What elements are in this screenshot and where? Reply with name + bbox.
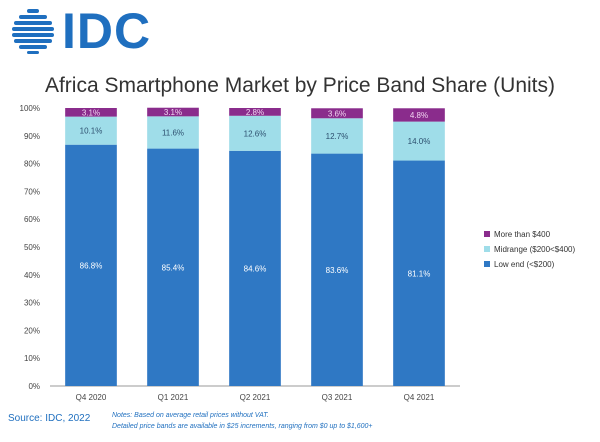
data-label: 3.1% [164, 108, 182, 117]
y-tick-label: 80% [24, 160, 40, 169]
stacked-bar-chart: 0% 10% 20% 30% 40% 50% 60% 70% 80% 90% 100% 86.8% 10… [20, 104, 576, 402]
bar-segment [229, 108, 281, 116]
data-label: 3.6% [328, 109, 346, 118]
bar-segment [229, 150, 281, 386]
x-tick-label: Q3 2021 [322, 393, 353, 402]
legend-label: More than $400 [494, 230, 551, 239]
data-label: 85.4% [162, 263, 185, 272]
x-tick-label: Q4 2020 [76, 393, 107, 402]
y-tick-label: 50% [24, 243, 40, 252]
data-label: 12.6% [244, 129, 267, 138]
x-tick-label: Q4 2021 [404, 393, 435, 402]
y-tick-label: 90% [24, 132, 40, 141]
legend-label: Low end (<$200) [494, 260, 555, 269]
data-label: 83.6% [326, 266, 349, 275]
y-tick-label: 70% [24, 187, 40, 196]
data-label: 14.0% [408, 137, 431, 146]
globe-icon [12, 9, 54, 54]
bar-segment [393, 121, 445, 161]
source-note: Source: IDC, 2022 [8, 413, 91, 424]
x-tick-label: Q2 2021 [240, 393, 271, 402]
chart-title: Africa Smartphone Market by Price Band S… [44, 74, 556, 97]
notes-line-1: Notes: Based on average retail prices wi… [112, 412, 269, 419]
bar-segment [393, 108, 445, 122]
bar-segment [147, 116, 199, 149]
legend-swatch [484, 231, 490, 237]
data-label: 86.8% [80, 261, 103, 270]
bar-segment [65, 144, 117, 386]
notes: Notes: Based on average retail prices wi… [112, 410, 373, 432]
legend-swatch [484, 246, 490, 252]
y-tick-label: 10% [24, 354, 40, 363]
y-tick-label: 60% [24, 215, 40, 224]
notes-line-2: Detailed price bands are available in $2… [112, 423, 373, 430]
y-tick-label: 40% [24, 271, 40, 280]
bar-segment [311, 108, 363, 119]
data-label: 2.8% [246, 108, 264, 117]
legend-label: Midrange ($200<$400) [494, 245, 576, 254]
data-label: 3.1% [82, 108, 100, 117]
bar-segment [147, 107, 199, 117]
logo-text: IDC [62, 3, 152, 59]
data-label: 12.7% [326, 132, 349, 141]
idc-logo: IDC [8, 6, 151, 56]
bar-segment [65, 116, 117, 145]
bar-segment [311, 118, 363, 154]
bar-segment [65, 108, 117, 117]
y-tick-label: 20% [24, 326, 40, 335]
legend-swatch [484, 261, 490, 267]
y-tick-label: 30% [24, 299, 40, 308]
x-tick-label: Q1 2021 [158, 393, 189, 402]
bar-segment [311, 153, 363, 386]
bar-segment [229, 115, 281, 151]
bar-segment [147, 148, 199, 386]
data-label: 81.1% [408, 269, 431, 278]
data-label: 4.8% [410, 111, 428, 120]
y-tick-label: 0% [28, 382, 40, 391]
y-tick-label: 100% [20, 104, 40, 113]
bar-segment [393, 160, 445, 386]
data-label: 11.6% [162, 128, 184, 137]
data-label: 84.6% [244, 264, 267, 273]
data-label: 10.1% [80, 127, 103, 136]
